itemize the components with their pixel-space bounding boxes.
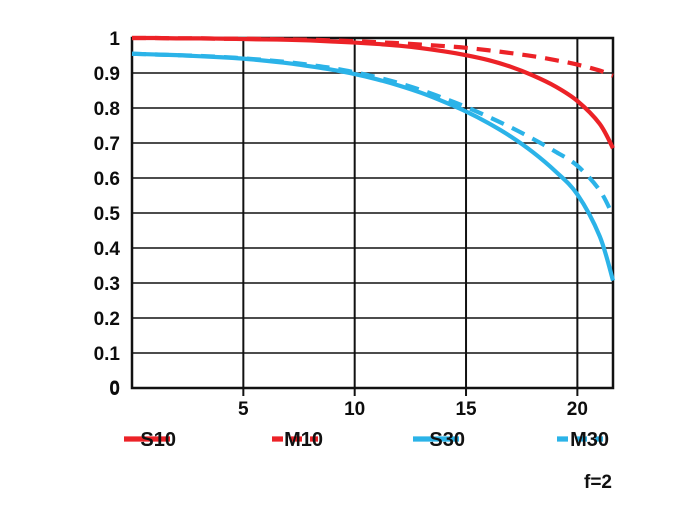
y-axis-tick-labels: 0 0.1 0.2 0.3 0.4 0.5 0.6 0.7 0.8 0.9 1 [94,29,121,400]
y-tick-label: 0.4 [94,239,121,260]
plot-frame [130,36,615,390]
y-tick-label: 0.7 [94,134,120,155]
legend-label-s30: S30 [429,429,465,451]
x-axis-tick-labels: 0 5 10 15 20 [109,378,588,420]
x-tick-label: 20 [567,399,588,420]
y-tick-label: 0.3 [94,274,120,295]
aperture-annotation: f=2 [584,472,612,493]
y-tick-label: 0 [109,379,120,400]
x-gridlines [242,38,579,388]
y-tick-label: 0.9 [94,64,120,85]
chart-legend: S10 M10 S30 M30 [124,429,609,451]
legend-label-m10: M10 [284,429,323,451]
x-tick-label: 10 [344,399,365,420]
y-tick-label: 0.6 [94,169,120,190]
legend-label-s10: S10 [140,429,176,451]
series-line-m30 [131,51,615,217]
legend-label-m30: M30 [570,429,609,451]
x-tick-label: 0 [109,378,120,399]
x-axis-tick-marks [242,388,579,396]
y-gridlines [132,72,613,354]
y-tick-label: 1 [109,29,120,50]
y-tick-label: 0.1 [94,344,121,365]
y-tick-label: 0.8 [94,99,120,120]
x-tick-label: 5 [238,399,249,420]
y-tick-label: 0.2 [94,309,120,330]
x-tick-label: 15 [455,399,477,420]
y-tick-label: 0.5 [94,204,121,225]
data-series-group [131,35,616,282]
series-line-m10 [131,35,614,78]
